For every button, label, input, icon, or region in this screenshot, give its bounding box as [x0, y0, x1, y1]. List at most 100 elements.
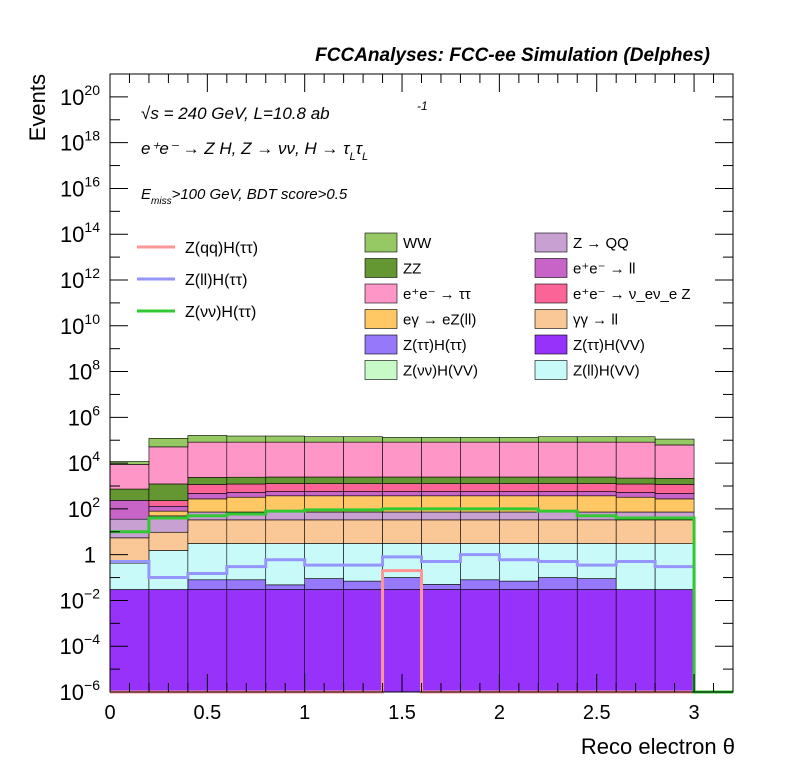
stack-bar	[226, 543, 267, 581]
legend-stack-entry: ZZ	[364, 258, 421, 278]
legend-stack-label: Z(ττ)H(VV)	[573, 337, 645, 354]
stack-bar	[421, 441, 461, 478]
y-tick-label: 1018	[60, 128, 100, 156]
stack-bar	[499, 476, 539, 484]
stack-bar	[148, 438, 189, 448]
stack-bar	[343, 441, 383, 478]
stack-bar	[576, 436, 617, 443]
legend-stack-swatch	[364, 309, 398, 329]
y-tick-label: 108	[68, 357, 100, 385]
stack-bar	[265, 491, 305, 497]
stack-bar	[576, 578, 617, 590]
stack-bar	[421, 584, 461, 590]
x-tick-label: 0	[104, 702, 115, 724]
legend-stack-swatch	[534, 232, 568, 253]
stack-bar	[421, 483, 461, 492]
stack-bar	[615, 543, 656, 590]
stack-bar	[304, 476, 344, 484]
stack-bar	[499, 543, 539, 582]
stack-bar	[187, 441, 228, 478]
legend-stack-entry: Z(ττ)H(ττ)	[364, 334, 467, 355]
stack-bar	[382, 476, 422, 484]
legend-stack-label: ZZ	[403, 261, 421, 278]
stack-series-7	[148, 483, 695, 507]
stack-bar	[109, 537, 150, 564]
stack-bar	[460, 519, 500, 544]
stack-bar	[343, 580, 383, 590]
stack-bar	[109, 562, 150, 590]
y-tick-label: 104	[68, 448, 100, 476]
y-tick-label: 10−6	[60, 677, 101, 705]
stack-bar	[499, 491, 539, 497]
svg-text:Emiss>100 GeV, BDT score>0.5: Emiss>100 GeV, BDT score>0.5	[141, 186, 348, 207]
stack-bar	[538, 577, 578, 590]
stack-bar	[304, 511, 344, 521]
stack-bar	[615, 519, 656, 544]
stack-bar	[265, 511, 305, 521]
selection-subscript: miss	[151, 196, 172, 207]
stack-bar	[148, 589, 189, 693]
stack-bar	[460, 476, 500, 484]
stack-bar	[226, 435, 267, 443]
stack-bar	[226, 476, 267, 485]
stack-bar	[538, 436, 578, 443]
stack-series-6	[109, 491, 695, 520]
x-tick-label: 3	[689, 702, 700, 724]
stack-bar	[226, 496, 267, 513]
legend-stack-entry: eγ → eZ(ll)	[364, 309, 476, 329]
stack-bar	[499, 580, 539, 590]
stack-bar	[615, 496, 656, 513]
process-text: e⁺e⁻ → Z H, Z → νν, H → τ	[141, 139, 351, 158]
legend-stack-entry: Z(ll)H(VV)	[534, 360, 640, 380]
stack-bar	[615, 441, 656, 479]
stack-bar	[148, 531, 189, 551]
x-axis-label: Reco electron θ	[581, 734, 735, 759]
stack-bar	[499, 483, 539, 492]
legend-stack-entry: WW	[364, 232, 432, 253]
stack-bar	[576, 441, 617, 478]
stack-bar	[265, 483, 305, 492]
plot-area	[109, 435, 733, 694]
stack-bar	[187, 435, 228, 443]
stack-bar	[382, 441, 422, 478]
y-tick-label: 102	[68, 494, 100, 522]
stack-bar	[187, 477, 228, 485]
legend-stack-swatch	[534, 360, 568, 380]
legend-stack-swatch	[364, 258, 398, 278]
legend-stack-swatch	[534, 334, 568, 355]
stack-bar	[187, 519, 228, 544]
stack-bar	[654, 498, 695, 513]
legend-line-label: Z(qq)H(ττ)	[185, 240, 258, 257]
tau-subscript-2: L	[362, 151, 368, 163]
stack-bar	[654, 519, 695, 544]
stack-bar	[382, 437, 422, 443]
legend-stack-entry: γγ → ll	[534, 309, 618, 329]
stack-bar	[615, 436, 656, 443]
stack-bar	[109, 464, 150, 490]
stack-bar	[576, 476, 617, 484]
stack-bar	[499, 519, 539, 544]
energy-lumi-text: = 240 GeV, L=10.8 ab	[159, 104, 330, 123]
legend-stack-entry: Z(νν)H(VV)	[364, 360, 478, 380]
legend-stack-label: e⁺e⁻ → ll	[573, 261, 636, 278]
legend-line-entry: Z(νν)H(ττ)	[137, 304, 256, 321]
stack-bar	[576, 483, 617, 492]
stack-bar	[226, 519, 267, 544]
stack-bar	[460, 483, 500, 492]
stack-bar	[460, 589, 500, 693]
stack-bar	[382, 511, 422, 521]
stack-series-8	[109, 476, 695, 501]
tau-subscript-1: L	[350, 151, 356, 163]
stack-bar	[382, 519, 422, 544]
stack-bar	[187, 484, 228, 494]
stack-bar	[654, 438, 695, 446]
stack-bar	[654, 444, 695, 479]
sqrt-s-symbol: √s	[141, 104, 159, 123]
stack-bar	[187, 493, 228, 500]
stack-bar	[265, 435, 305, 443]
legend-line-entry: Z(ll)H(ττ)	[137, 272, 247, 289]
stack-bar	[538, 495, 578, 513]
stack-bar	[265, 476, 305, 484]
stack-bar	[499, 589, 539, 693]
stack-bar	[304, 578, 344, 590]
